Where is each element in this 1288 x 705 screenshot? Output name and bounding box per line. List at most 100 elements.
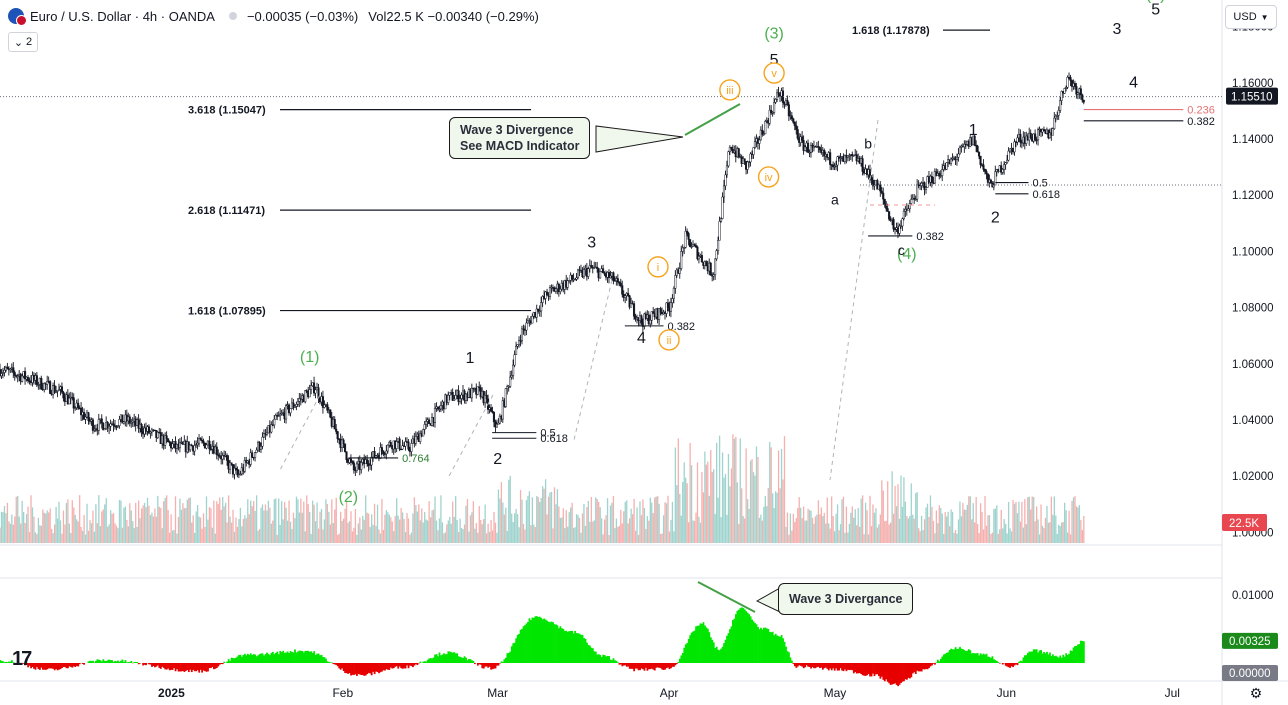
macd-histogram-bar [671, 663, 674, 667]
volume-bar [661, 533, 663, 543]
volume-bar [772, 493, 774, 543]
volume-bar [807, 508, 809, 543]
volume-bar [971, 519, 973, 543]
macd-histogram-bar [213, 663, 215, 670]
volume-bar [390, 517, 392, 543]
volume-bar [68, 523, 71, 543]
volume-bar [135, 502, 137, 543]
candle-body [93, 429, 96, 431]
volume-bar [1040, 504, 1042, 543]
volume-bar [630, 508, 632, 543]
volume-bar [15, 496, 17, 543]
candle-body [273, 419, 276, 426]
macd-histogram-bar [453, 652, 456, 663]
volume-bar [99, 526, 101, 543]
gear-icon[interactable]: ⚙ [1249, 685, 1263, 701]
macd-histogram-bar [386, 663, 389, 670]
macd-histogram-bar [711, 639, 714, 663]
macd-y-tick-label: 0.01000 [1232, 590, 1274, 602]
candle-body [62, 391, 65, 399]
volume-bar [92, 510, 94, 543]
macd-histogram-bar [758, 629, 761, 663]
macd-histogram-bar [195, 663, 198, 672]
candle-body [333, 419, 336, 430]
volume-bar [79, 495, 81, 543]
candle-body [1004, 162, 1007, 165]
candle-body [254, 452, 257, 458]
macd-histogram-bar [462, 657, 464, 663]
macd-histogram-bar [280, 652, 283, 663]
candle-body [509, 376, 512, 387]
volume-bar [3, 505, 6, 543]
macd-histogram-bar [950, 648, 953, 663]
macd-histogram-bar [984, 654, 986, 663]
volume-bar [49, 508, 51, 543]
macd-histogram-bar [251, 654, 254, 663]
macd-histogram-bar [994, 660, 997, 663]
macd-histogram-bar [830, 663, 833, 671]
volume-bar [559, 518, 562, 543]
volume-bar [950, 509, 952, 543]
macd-histogram-bar [522, 626, 525, 663]
volume-bar [651, 502, 653, 543]
macd-histogram-bar [925, 663, 927, 669]
volume-bar [258, 529, 261, 543]
divergence-line [684, 103, 741, 136]
volume-bar [478, 506, 480, 543]
volume-bar [326, 503, 329, 543]
symbol-title[interactable]: Euro / U.S. Dollar · 4h · OANDA [30, 8, 215, 24]
macd-histogram-bar [619, 663, 622, 665]
volume-bar [176, 533, 178, 543]
volume-bar [1044, 517, 1047, 543]
volume-bar [1016, 513, 1019, 543]
candle-body [9, 368, 12, 371]
candle-body [517, 340, 521, 345]
macd-histogram-bar [369, 663, 372, 674]
candle-body [764, 121, 767, 135]
candle-body [759, 129, 762, 141]
volume-bar [881, 480, 883, 543]
volume-bar [564, 527, 566, 543]
volume-bar [242, 518, 244, 543]
macd-histogram-bar [751, 619, 753, 663]
macd-histogram-bar [282, 650, 285, 663]
volume-bar [101, 511, 103, 543]
macd-histogram-bar [686, 643, 689, 663]
macd-histogram-bar [973, 653, 976, 663]
volume-bar [484, 504, 486, 543]
candle-body [587, 268, 590, 277]
volume-bar [758, 517, 761, 543]
macd-histogram-bar [319, 655, 321, 663]
volume-bar [1024, 499, 1026, 543]
volume-bar [780, 448, 783, 543]
candle-body [367, 463, 370, 466]
macd-histogram-bar [148, 663, 150, 665]
volume-bar [903, 477, 905, 543]
volume-bar [9, 523, 12, 543]
indicators-toggle-button[interactable]: ⌄ 2 [8, 32, 38, 52]
macd-histogram-bar [879, 663, 882, 679]
macd-histogram-bar [302, 652, 305, 663]
volume-bar [457, 532, 460, 543]
volume-bar [201, 528, 203, 543]
macd-histogram-bar [443, 653, 445, 663]
volume-bar [1010, 531, 1013, 543]
volume-bar [1052, 514, 1054, 543]
volume-bar [115, 525, 118, 543]
volume-bar [741, 488, 743, 543]
candle-body [118, 419, 121, 426]
candle-body [627, 293, 630, 296]
macd-histogram-bar [1012, 663, 1014, 668]
macd-histogram-bar [177, 663, 180, 672]
volume-bar [499, 498, 501, 543]
volume-bar [220, 509, 222, 543]
macd-histogram-bar [816, 663, 818, 668]
volume-tag-label: 22.5K [1229, 518, 1259, 530]
macd-histogram-bar [942, 654, 945, 663]
currency-button[interactable]: USD ▼ [1225, 5, 1277, 29]
macd-histogram-bar [382, 663, 385, 671]
volume-bar [313, 504, 315, 543]
candle-body [537, 308, 540, 312]
macd-histogram-bar [782, 638, 784, 663]
